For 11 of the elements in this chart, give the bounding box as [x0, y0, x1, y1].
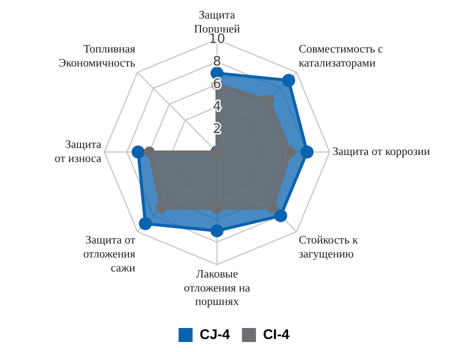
spoke-label: Защита от коррозии — [332, 146, 430, 158]
y-tick-label: 6 — [212, 76, 222, 92]
legend-label: CI-4 — [262, 326, 290, 342]
spoke-label: Защита от износа — [54, 139, 102, 165]
spoke-label: Лаковые отложения на поршнях — [184, 268, 250, 308]
legend-label: CJ-4 — [200, 326, 230, 342]
spoke-label: Стойкость к загущению — [298, 234, 358, 260]
y-tick-label: 8 — [212, 54, 222, 70]
spoke-label: Топливная Экономичность — [58, 44, 136, 70]
spoke-label: Совместимость с катализаторами — [298, 44, 384, 70]
spoke-label: Защита от отложения сажи — [83, 234, 136, 274]
